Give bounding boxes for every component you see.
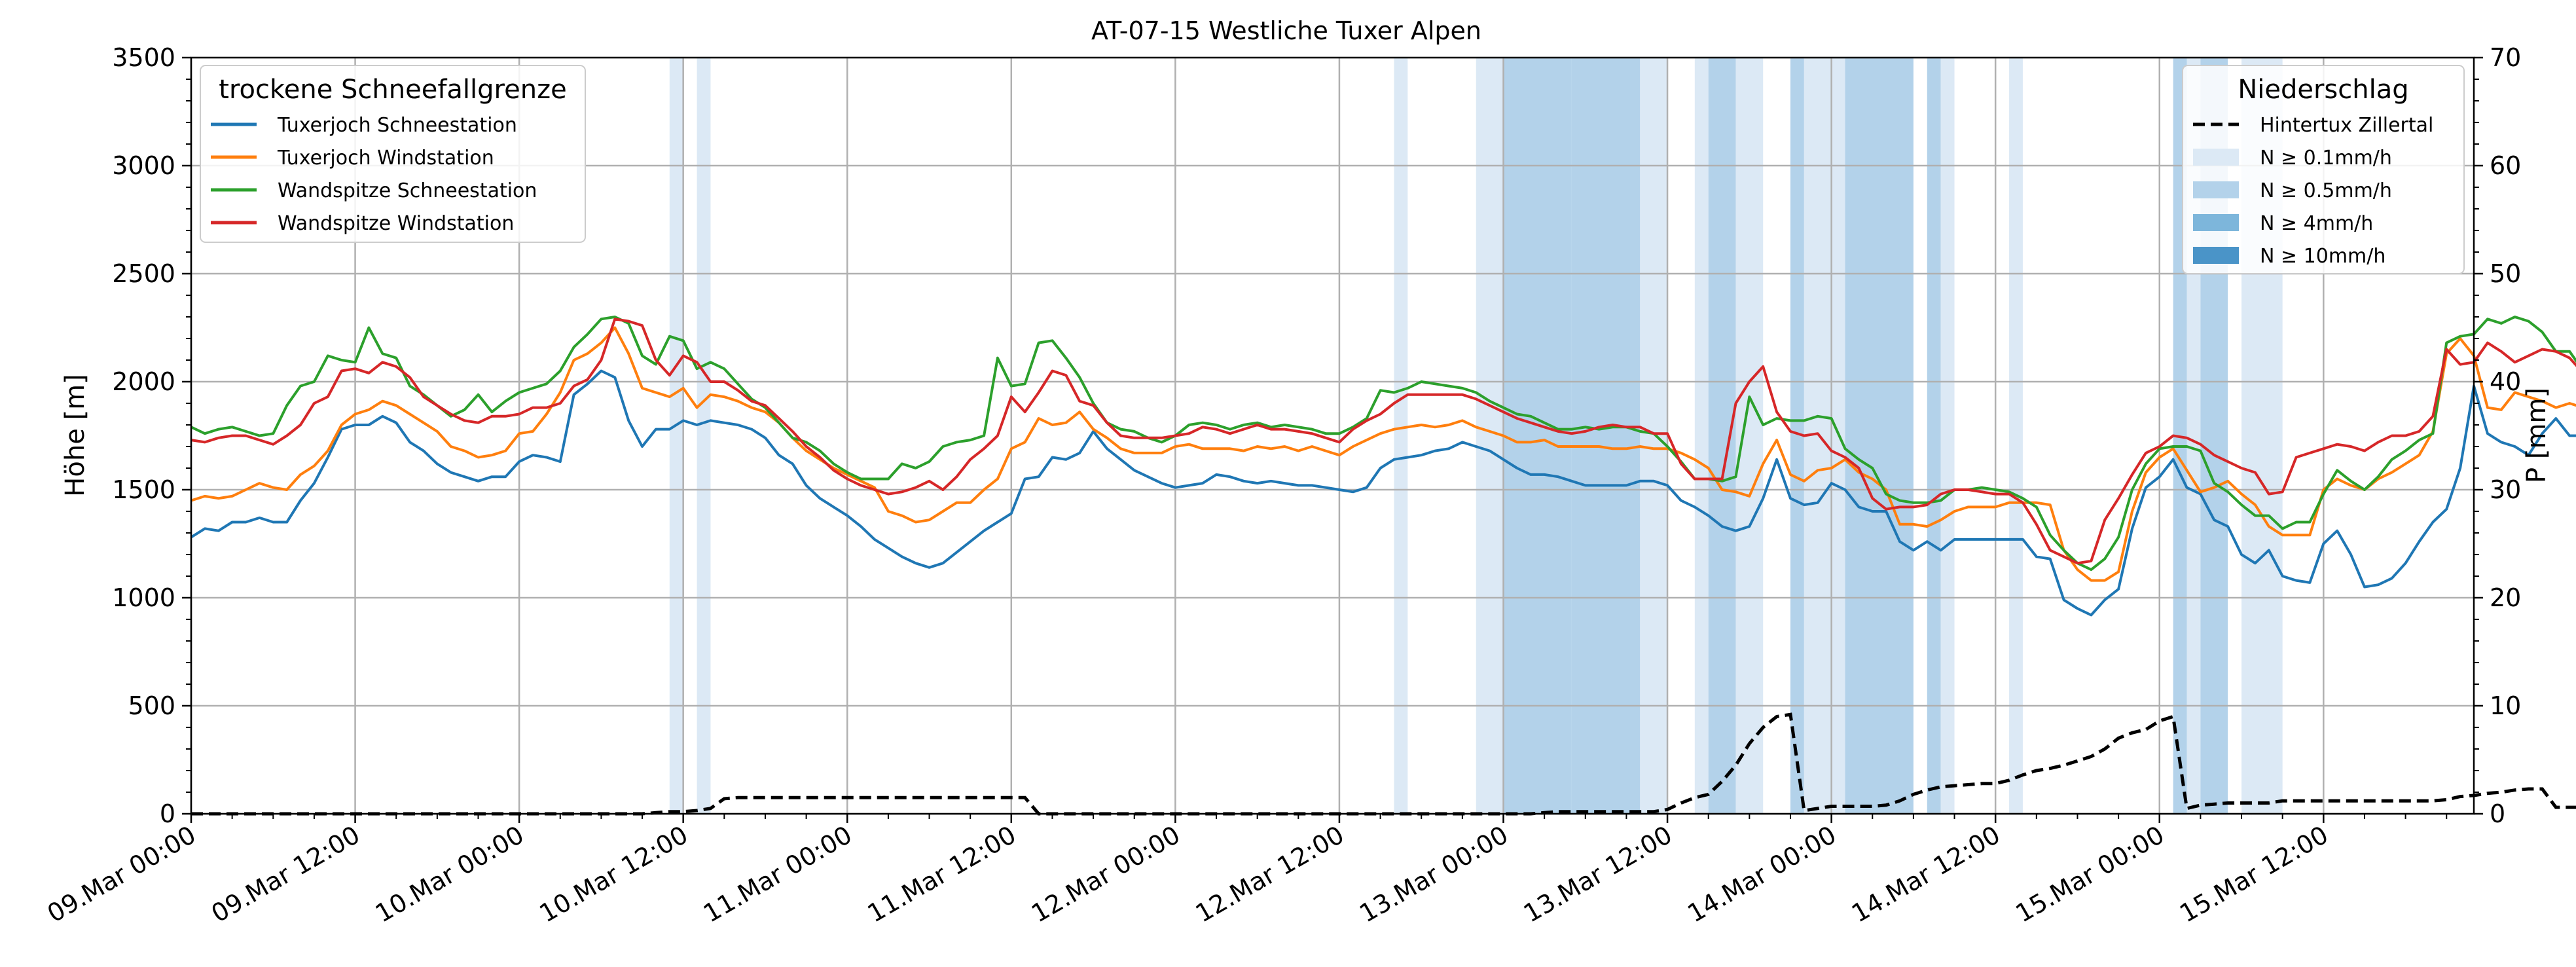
legend-snowfall-box [200, 65, 586, 243]
precip-band-4 [1503, 58, 1572, 814]
precip-band-12 [1845, 58, 1914, 814]
legend-snowfall-limit: trockene Schneefallgrenze Tuxerjoch Schn… [200, 65, 586, 243]
legend-level-label-1: N ≥ 0.5mm/h [2260, 179, 2392, 202]
chart-title: AT-07-15 Westliche Tuxer Alpen [1091, 16, 1481, 45]
y2-tick-label-4: 40 [2490, 367, 2521, 396]
precip-band-1 [697, 58, 711, 814]
y-tick-label-6: 3000 [112, 151, 175, 180]
precip-band-3 [1476, 58, 1504, 814]
y2-tick-label-1: 10 [2490, 691, 2521, 720]
legend-level-swatch-0 [2193, 149, 2239, 166]
y-tick-label-1: 500 [128, 691, 175, 720]
legend-snowfall-title: trockene Schneefallgrenze [219, 75, 566, 105]
legend-level-swatch-3 [2193, 247, 2239, 264]
series-line-0 [190, 369, 2576, 617]
y-tick-label-2: 1000 [112, 583, 175, 612]
series-line-3 [190, 318, 2576, 565]
y2-axis-label: P [mm] [2522, 388, 2552, 483]
legend-level-label-2: N ≥ 4mm/h [2260, 212, 2373, 235]
plot-frame [190, 56, 2475, 815]
precip-band-9 [1735, 58, 1764, 814]
y-axis-label: Höhe [m] [60, 374, 90, 496]
precip-band-6 [1640, 58, 1668, 814]
y-tick-label-5: 2500 [112, 259, 175, 288]
y-tick-label-4: 2000 [112, 367, 175, 396]
series-line-1 [190, 326, 2576, 582]
y2-tick-label-3: 30 [2490, 475, 2521, 504]
precip-band-5 [1571, 58, 1641, 814]
legend-precipitation: Niederschlag Hintertux Zillertal N ≥ 0.1m… [2182, 65, 2465, 274]
precip-band-7 [1694, 58, 1709, 814]
precip-band-14 [1940, 58, 1955, 814]
legend-snowfall-items: Tuxerjoch Schneestation Tuxerjoch Windsta… [211, 114, 537, 235]
precip-band-8 [1708, 58, 1736, 814]
y-tick-label-0: 0 [160, 799, 175, 828]
y2-tick-label-7: 70 [2490, 43, 2521, 72]
series-lines [190, 316, 2576, 617]
y-axis-left: 0 500 1000 1500 2000 2500 3000 3500 [112, 43, 191, 828]
precip-band-13 [1927, 58, 1941, 814]
legend-label-3: Wandspitze Windstation [278, 212, 514, 235]
legend-level-swatch-2 [2193, 214, 2239, 231]
legend-label-0: Tuxerjoch Schneestation [277, 114, 517, 137]
legend-precip-box [2182, 65, 2465, 274]
legend-label-2: Wandspitze Schneestation [278, 179, 537, 202]
legend-label-1: Tuxerjoch Windstation [277, 147, 494, 170]
y2-tick-label-2: 20 [2490, 583, 2521, 612]
y2-tick-label-5: 50 [2490, 259, 2521, 288]
legend-precip-label: Hintertux Zillertal [2260, 114, 2433, 137]
y2-tick-label-0: 0 [2490, 799, 2505, 828]
precip-band-0 [669, 58, 683, 814]
y-axis-right: 0 10 20 30 40 50 60 70 [2474, 43, 2521, 828]
legend-level-swatch-1 [2193, 181, 2239, 198]
precip-band-10 [1790, 58, 1804, 814]
y-tick-label-3: 1500 [112, 475, 175, 504]
legend-precip-title: Niederschlag [2238, 75, 2408, 105]
precip-band-15 [2009, 58, 2023, 814]
y2-tick-label-6: 60 [2490, 151, 2521, 180]
series-line-2 [190, 316, 2576, 572]
precip-band-2 [1394, 58, 1408, 814]
y-tick-label-7: 3500 [112, 43, 175, 72]
legend-level-label-0: N ≥ 0.1mm/h [2260, 147, 2392, 170]
legend-precip-items: Hintertux Zillertal N ≥ 0.1mm/h N ≥ 0.5mm/… [2193, 114, 2433, 268]
legend-level-label-3: N ≥ 10mm/h [2260, 245, 2386, 268]
